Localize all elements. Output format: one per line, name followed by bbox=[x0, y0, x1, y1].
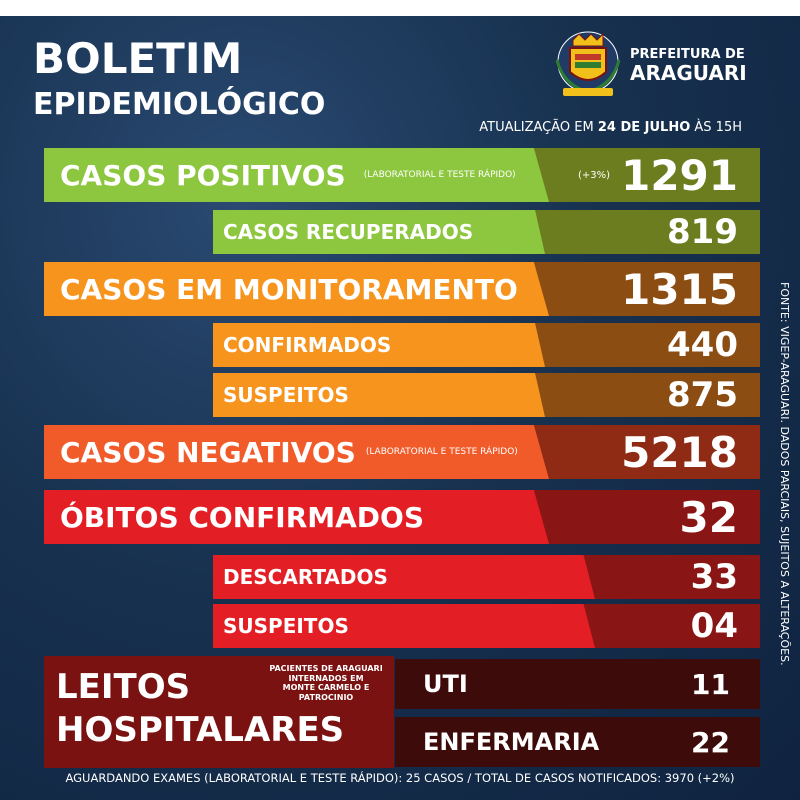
label-monitoramento: CASOS EM MONITORAMENTO bbox=[44, 262, 549, 316]
confirmados-value: 440 bbox=[667, 325, 738, 365]
label-obitos: ÓBITOS CONFIRMADOS bbox=[44, 490, 549, 544]
row-recuperados: CASOS RECUPERADOS 819 bbox=[213, 210, 760, 254]
label-suspeitos-monitoramento: SUSPEITOS bbox=[213, 373, 545, 417]
confirmados-label: CONFIRMADOS bbox=[223, 333, 392, 357]
label-confirmados: CONFIRMADOS bbox=[213, 323, 545, 367]
source-note: FONTE: VIGEP-ARAGUARI. DADOS PARCIAIS, S… bbox=[778, 282, 791, 666]
title-line-2: EPIDEMIOLÓGICO bbox=[33, 87, 326, 122]
row-suspeitos-obitos: SUSPEITOS 04 bbox=[213, 604, 760, 648]
recuperados-label: CASOS RECUPERADOS bbox=[223, 220, 474, 244]
negativos-value: 5218 bbox=[621, 427, 738, 477]
row-confirmados: CONFIRMADOS 440 bbox=[213, 323, 760, 367]
casos-positivos-note: (LABORATORIAL E TESTE RÁPIDO) bbox=[363, 170, 516, 180]
obitos-label: ÓBITOS CONFIRMADOS bbox=[60, 500, 425, 534]
negativos-note: (LABORATORIAL E TESTE RÁPIDO) bbox=[365, 447, 518, 457]
label-negativos: CASOS NEGATIVOS (LABORATORIAL E TESTE RÁ… bbox=[44, 425, 549, 479]
update-time: ÀS 15H bbox=[690, 120, 742, 135]
recuperados-value: 819 bbox=[667, 212, 738, 252]
row-descartados: DESCARTADOS 33 bbox=[213, 555, 760, 599]
descartados-label: DESCARTADOS bbox=[223, 565, 388, 589]
descartados-value: 33 bbox=[690, 557, 738, 597]
update-timestamp: ATUALIZAÇÃO EM 24 DE JULHO ÀS 15H bbox=[479, 120, 742, 135]
update-prefix: ATUALIZAÇÃO EM bbox=[479, 120, 598, 135]
row-negativos: CASOS NEGATIVOS (LABORATORIAL E TESTE RÁ… bbox=[44, 425, 760, 479]
label-descartados: DESCARTADOS bbox=[213, 555, 595, 599]
row-uti: UTI 11 bbox=[395, 659, 760, 709]
enfermaria-value: 22 bbox=[691, 725, 730, 759]
araguari-coat-of-arms-icon bbox=[555, 31, 621, 96]
suspeitos-obitos-value: 04 bbox=[690, 606, 738, 646]
leitos-hospitalares-box: LEITOS HOSPITALARES PACIENTES DE ARAGUAR… bbox=[44, 656, 394, 768]
suspeitos-monitoramento-value: 875 bbox=[667, 375, 738, 415]
leitos-title-line-1: LEITOS bbox=[56, 667, 191, 707]
leitos-title-line-2: HOSPITALARES bbox=[56, 709, 345, 750]
leitos-note-line-2: MONTE CARMELO E PATROCINIO bbox=[282, 683, 370, 702]
label-recuperados: CASOS RECUPERADOS bbox=[213, 210, 545, 254]
prefeitura-label: PREFEITURA DE ARAGUARI bbox=[630, 48, 747, 83]
casos-positivos-change: (+3%) bbox=[578, 170, 611, 181]
label-casos-positivos: CASOS POSITIVOS (LABORATORIAL E TESTE RÁ… bbox=[44, 148, 549, 202]
negativos-label: CASOS NEGATIVOS bbox=[60, 435, 356, 469]
leitos-note-line-1: PACIENTES DE ARAGUARI INTERNADOS EM bbox=[269, 664, 383, 683]
row-enfermaria: ENFERMARIA 22 bbox=[395, 717, 760, 767]
casos-positivos-label: CASOS POSITIVOS bbox=[60, 158, 346, 192]
prefeitura-line-1: PREFEITURA DE bbox=[630, 47, 745, 62]
row-suspeitos-monitoramento: SUSPEITOS 875 bbox=[213, 373, 760, 417]
row-obitos: ÓBITOS CONFIRMADOS 32 bbox=[44, 490, 760, 544]
uti-label: UTI bbox=[423, 670, 468, 698]
monitoramento-label: CASOS EM MONITORAMENTO bbox=[60, 272, 518, 306]
uti-value: 11 bbox=[691, 667, 730, 701]
update-date: 24 DE JULHO bbox=[597, 120, 691, 135]
leitos-title: LEITOS HOSPITALARES bbox=[56, 666, 344, 751]
obitos-value: 32 bbox=[679, 492, 738, 542]
suspeitos-obitos-label: SUSPEITOS bbox=[223, 614, 349, 638]
title-line-1: BOLETIM bbox=[33, 34, 243, 83]
label-suspeitos-obitos: SUSPEITOS bbox=[213, 604, 595, 648]
suspeitos-monitoramento-label: SUSPEITOS bbox=[223, 383, 349, 407]
prefeitura-line-2: ARAGUARI bbox=[630, 61, 747, 85]
row-casos-positivos: CASOS POSITIVOS (LABORATORIAL E TESTE RÁ… bbox=[44, 148, 760, 202]
enfermaria-label: ENFERMARIA bbox=[423, 728, 600, 756]
leitos-note: PACIENTES DE ARAGUARI INTERNADOS EM MONT… bbox=[256, 664, 396, 702]
monitoramento-value: 1315 bbox=[621, 264, 738, 314]
row-monitoramento: CASOS EM MONITORAMENTO 1315 bbox=[44, 262, 760, 316]
top-white-bar bbox=[0, 0, 800, 16]
footer-summary: AGUARDANDO EXAMES (LABORATORIAL E TESTE … bbox=[65, 771, 735, 785]
casos-positivos-value: 1291 bbox=[621, 150, 738, 200]
